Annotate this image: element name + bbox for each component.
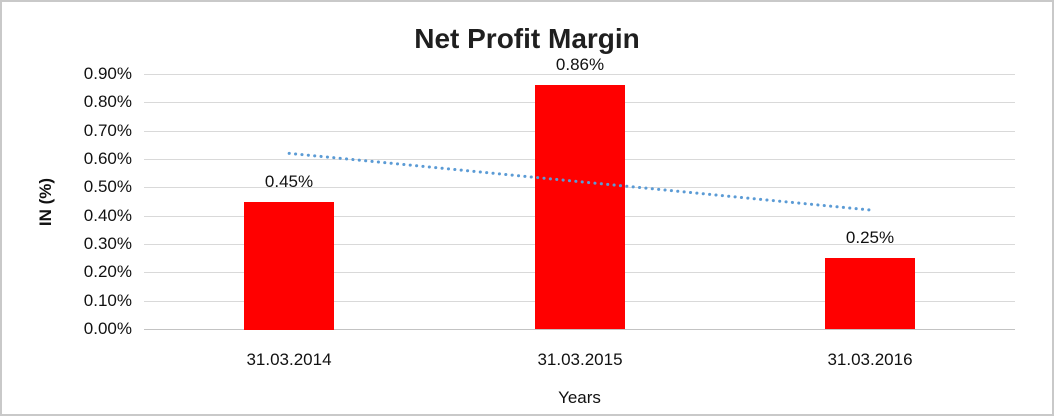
y-tick-label: 0.90% [83,64,132,83]
x-tick-label: 31.03.2015 [537,350,623,369]
bar [244,202,334,330]
bar-data-label: 0.86% [555,55,605,74]
bar [825,258,915,329]
bar [535,85,625,329]
bar-data-label: 0.25% [845,228,895,247]
x-axis-title: Years [558,388,601,407]
y-tick-label: 0.30% [83,234,132,253]
gridline [144,74,1015,75]
x-tick-label: 31.03.2014 [246,350,332,369]
y-tick-label: 0.10% [83,291,132,310]
y-tick-label: 0.50% [83,177,132,196]
bar-data-label: 0.45% [264,172,314,191]
y-tick-label: 0.70% [83,121,132,140]
y-tick-label: 0.00% [83,319,132,338]
x-axis-line [144,329,1015,330]
chart-title: Net Profit Margin [414,23,640,54]
x-tick-label: 31.03.2016 [827,350,913,369]
y-tick-label: 0.40% [83,206,132,225]
y-tick-label: 0.80% [83,92,132,111]
y-tick-label: 0.20% [83,262,132,281]
y-tick-label: 0.60% [83,149,132,168]
